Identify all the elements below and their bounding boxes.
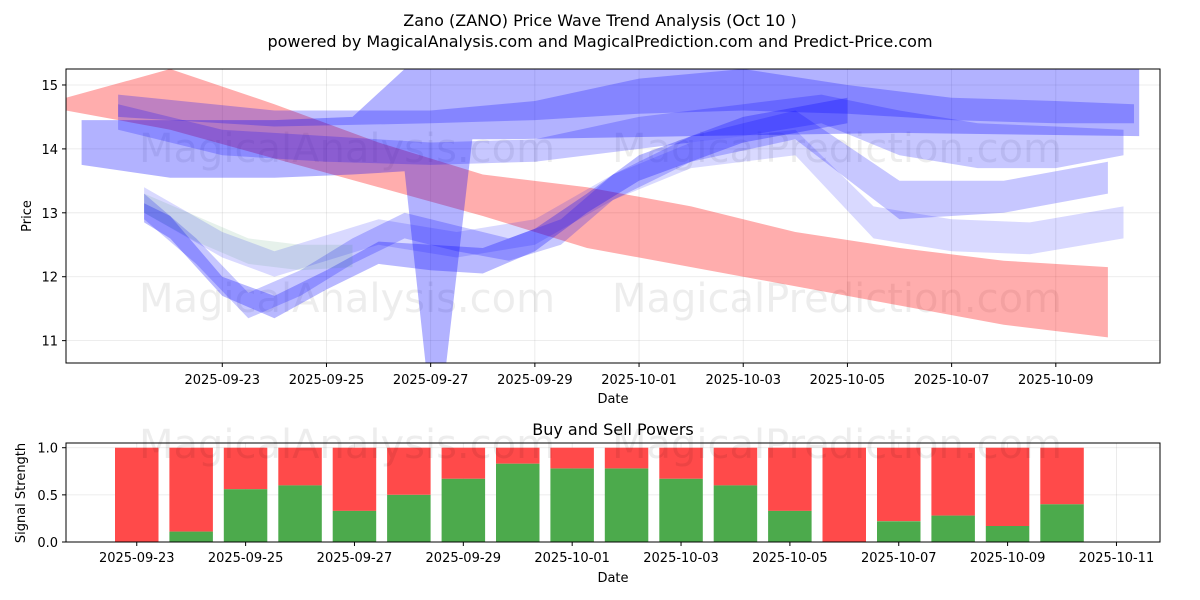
bottom-x-tick-label: 2025-09-27 (317, 551, 393, 566)
buy-bar (278, 485, 322, 542)
top-x-tick-label: 2025-09-25 (289, 373, 365, 388)
bottom-x-tick-label: 2025-10-03 (643, 551, 719, 566)
buy-bar (550, 468, 594, 542)
buy-bar (332, 510, 377, 542)
blue-band-2 (118, 69, 1135, 127)
buy-bar (931, 515, 975, 542)
top-x-tick-label: 2025-10-05 (810, 373, 886, 388)
bottom-x-tick-label: 2025-10-09 (970, 551, 1046, 566)
bottom-x-tick-label: 2025-10-01 (534, 551, 610, 566)
bottom-y-tick-label: 0.0 (37, 536, 58, 551)
sell-bar (713, 447, 758, 486)
bottom-y-tick-label: 0.5 (37, 489, 58, 504)
sell-bar (659, 447, 703, 479)
top-plot-frame (65, 68, 1161, 364)
bottom-bars (115, 447, 1084, 542)
top-watermarks: MagicalAnalysis.com MagicalPrediction.co… (139, 126, 1062, 322)
top-y-axis-label: Price (20, 200, 35, 232)
chart-subtitle: powered by MagicalAnalysis.com and Magic… (267, 32, 932, 51)
chart-title: Zano (ZANO) Price Wave Trend Analysis (O… (403, 11, 797, 30)
bottom-x-tick-label: 2025-09-23 (99, 551, 175, 566)
buy-bar (659, 478, 703, 542)
sell-bar (1040, 447, 1084, 505)
blue-wave-2 (144, 110, 1108, 319)
buy-bar (604, 468, 649, 542)
bottom-x-axis-label: Date (597, 571, 628, 586)
top-x-tick-label: 2025-10-07 (914, 373, 990, 388)
price-wave-plot: MagicalAnalysis.com MagicalPrediction.co… (20, 68, 1161, 407)
bottom-y-axis-label: Signal Strength (14, 443, 29, 543)
sell-bar (877, 447, 921, 522)
bottom-x-tick-label: 2025-09-25 (208, 551, 284, 566)
green-wave (144, 193, 353, 271)
sell-bar (550, 447, 594, 469)
sell-bar (822, 447, 866, 542)
top-x-tick-label: 2025-10-09 (1018, 373, 1094, 388)
buy-bar (387, 494, 431, 542)
sell-bar (332, 447, 377, 511)
sell-bar (604, 447, 649, 469)
watermark-3: MagicalAnalysis.com (139, 276, 555, 322)
top-y-tick-label: 12 (41, 271, 58, 286)
blue-band-1 (81, 69, 1140, 363)
top-y-tick-label: 15 (41, 79, 58, 94)
bottom-plot-frame (65, 442, 1161, 543)
sell-bar (441, 447, 486, 479)
top-x-tick-label: 2025-09-27 (393, 373, 469, 388)
bottom-watermarks: MagicalAnalysis.com MagicalPrediction.co… (139, 422, 1062, 468)
sell-bar (768, 447, 812, 511)
buy-bar (441, 478, 486, 542)
top-grid (66, 69, 1160, 363)
bottom-chart-title: Buy and Sell Powers (532, 420, 694, 439)
top-bands (66, 69, 1140, 363)
bottom-x-tick-label: 2025-10-05 (752, 551, 828, 566)
top-x-axis-label: Date (597, 392, 628, 407)
blue-wave-1 (144, 97, 848, 319)
blue-wave-3 (144, 129, 1124, 277)
bottom-y-ticks: 0.0 0.5 1.0 (37, 442, 66, 551)
top-x-tick-label: 2025-10-01 (601, 373, 677, 388)
sell-bar (278, 447, 322, 486)
buy-bar (877, 521, 921, 542)
buy-bar (768, 510, 812, 542)
blue-band-3 (118, 94, 1124, 169)
top-y-ticks: 11 12 13 14 15 (41, 79, 66, 350)
buy-bar (713, 485, 758, 542)
bottom-y-tick-label: 1.0 (37, 442, 58, 457)
watermark-2: MagicalPrediction.com (612, 126, 1062, 172)
bottom-x-tick-label: 2025-09-29 (426, 551, 502, 566)
buy-bar (1040, 504, 1084, 542)
watermark-5: MagicalAnalysis.com (139, 422, 555, 468)
buy-bar (223, 489, 268, 542)
bottom-x-tick-label: 2025-10-11 (1079, 551, 1155, 566)
buy-bar (985, 526, 1030, 542)
sell-bar (931, 447, 975, 516)
top-y-tick-label: 13 (41, 207, 58, 222)
bottom-x-ticks: 2025-09-23 2025-09-25 2025-09-27 2025-09-29… (99, 542, 1154, 566)
watermark-1: MagicalAnalysis.com (139, 126, 555, 172)
watermark-4: MagicalPrediction.com (612, 276, 1062, 322)
watermark-6: MagicalPrediction.com (612, 422, 1062, 468)
bottom-x-tick-label: 2025-10-07 (861, 551, 937, 566)
buy-sell-plot: Buy and Sell Powers MagicalAnalysis.com … (14, 420, 1161, 586)
buy-bar (496, 463, 540, 542)
top-x-tick-label: 2025-09-23 (185, 373, 261, 388)
sell-bar (985, 447, 1030, 526)
sell-bar (223, 447, 268, 490)
top-x-ticks: 2025-09-23 2025-09-25 2025-09-27 2025-09-29… (185, 363, 1094, 388)
top-y-tick-label: 11 (41, 335, 58, 350)
sell-bar (169, 447, 213, 532)
top-x-tick-label: 2025-10-03 (705, 373, 781, 388)
sell-bar (387, 447, 431, 495)
sell-bar (115, 447, 159, 542)
top-y-tick-label: 14 (41, 143, 58, 158)
top-x-tick-label: 2025-09-29 (497, 373, 573, 388)
red-band (66, 69, 1108, 338)
buy-bar (169, 531, 213, 542)
sell-bar (496, 447, 540, 464)
